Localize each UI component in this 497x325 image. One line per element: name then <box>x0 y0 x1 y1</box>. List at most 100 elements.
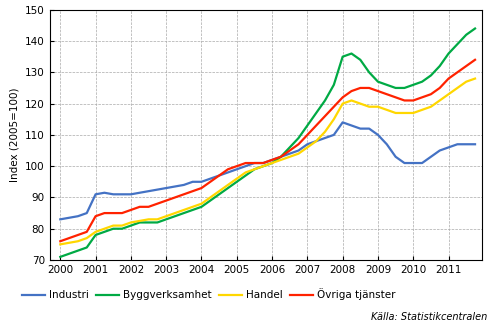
Industri <box>84 211 90 215</box>
Byggverksamhet <box>190 208 196 212</box>
Industri <box>437 149 443 152</box>
Övriga tjänster <box>375 89 381 93</box>
Byggverksamhet <box>181 211 187 215</box>
Handel <box>66 241 72 245</box>
Handel <box>419 108 425 112</box>
Handel <box>446 92 452 96</box>
Övriga tjänster <box>128 208 134 212</box>
Byggverksamhet <box>75 249 81 253</box>
Övriga tjänster <box>393 95 399 99</box>
Övriga tjänster <box>331 105 337 109</box>
Övriga tjänster <box>419 95 425 99</box>
Byggverksamhet <box>198 205 204 209</box>
Industri <box>128 192 134 196</box>
Handel <box>437 98 443 102</box>
Byggverksamhet <box>216 192 222 196</box>
Övriga tjänster <box>304 133 310 137</box>
Handel <box>198 202 204 206</box>
Byggverksamhet <box>419 80 425 84</box>
Övriga tjänster <box>234 164 240 168</box>
Byggverksamhet <box>128 224 134 228</box>
Byggverksamhet <box>322 98 328 102</box>
Byggverksamhet <box>269 161 275 165</box>
Handel <box>163 214 169 218</box>
Övriga tjänster <box>84 230 90 234</box>
Handel <box>260 164 266 168</box>
Handel <box>357 102 363 106</box>
Industri <box>472 142 478 146</box>
Industri <box>137 191 143 195</box>
Byggverksamhet <box>101 230 107 234</box>
Byggverksamhet <box>304 124 310 127</box>
Handel <box>375 105 381 109</box>
Övriga tjänster <box>322 114 328 118</box>
Industri <box>57 217 63 221</box>
Byggverksamhet <box>66 252 72 256</box>
Industri <box>357 127 363 131</box>
Industri <box>304 142 310 146</box>
Handel <box>57 242 63 246</box>
Övriga tjänster <box>428 92 434 96</box>
Industri <box>181 183 187 187</box>
Byggverksamhet <box>428 73 434 77</box>
Handel <box>101 227 107 231</box>
Handel <box>454 86 460 90</box>
Övriga tjänster <box>190 189 196 193</box>
Handel <box>172 211 178 215</box>
Industri <box>313 139 319 143</box>
Handel <box>128 220 134 224</box>
Byggverksamhet <box>57 255 63 259</box>
Övriga tjänster <box>269 158 275 162</box>
Handel <box>331 117 337 121</box>
Line: Övriga tjänster: Övriga tjänster <box>60 60 475 241</box>
Byggverksamhet <box>251 167 257 171</box>
Industri <box>66 216 72 220</box>
Övriga tjänster <box>155 202 161 206</box>
Industri <box>207 177 213 181</box>
Handel <box>411 111 416 115</box>
Industri <box>411 161 416 165</box>
Byggverksamhet <box>463 33 469 37</box>
Byggverksamhet <box>234 180 240 184</box>
Handel <box>243 170 248 174</box>
Industri <box>92 192 98 196</box>
Övriga tjänster <box>313 124 319 127</box>
Industri <box>331 133 337 137</box>
Handel <box>234 177 240 181</box>
Övriga tjänster <box>437 86 443 90</box>
Handel <box>304 146 310 150</box>
Industri <box>402 161 408 165</box>
Industri <box>393 155 399 159</box>
Byggverksamhet <box>437 64 443 68</box>
Industri <box>348 124 354 127</box>
Byggverksamhet <box>296 136 302 140</box>
Industri <box>260 161 266 165</box>
Övriga tjänster <box>454 70 460 74</box>
Byggverksamhet <box>243 174 248 177</box>
Handel <box>402 111 408 115</box>
Byggverksamhet <box>348 52 354 56</box>
Industri <box>101 191 107 195</box>
Övriga tjänster <box>101 211 107 215</box>
Byggverksamhet <box>472 27 478 31</box>
Övriga tjänster <box>163 199 169 202</box>
Byggverksamhet <box>331 83 337 87</box>
Industri <box>234 167 240 171</box>
Byggverksamhet <box>163 217 169 221</box>
Övriga tjänster <box>287 149 293 152</box>
Byggverksamhet <box>411 83 416 87</box>
Byggverksamhet <box>287 146 293 150</box>
Industri <box>155 188 161 191</box>
Industri <box>198 180 204 184</box>
Övriga tjänster <box>296 142 302 146</box>
Byggverksamhet <box>172 214 178 218</box>
Övriga tjänster <box>411 98 416 102</box>
Byggverksamhet <box>454 42 460 46</box>
Övriga tjänster <box>384 92 390 96</box>
Byggverksamhet <box>92 233 98 237</box>
Övriga tjänster <box>146 205 152 209</box>
Handel <box>339 102 345 106</box>
Industri <box>419 161 425 165</box>
Handel <box>269 161 275 165</box>
Handel <box>155 217 161 221</box>
